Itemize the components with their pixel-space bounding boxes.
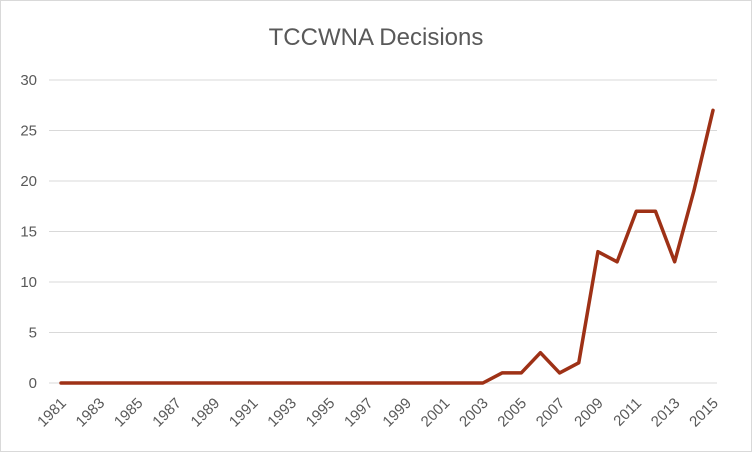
y-tick-label: 0 <box>29 375 37 392</box>
data-point <box>366 381 370 385</box>
data-point <box>347 381 350 385</box>
x-tick-label: 2015 <box>686 395 722 431</box>
y-tick-label: 30 <box>20 72 37 89</box>
data-point <box>289 381 293 385</box>
data-point <box>385 381 389 385</box>
data-point <box>443 381 446 385</box>
data-point <box>558 371 561 375</box>
data-point <box>251 381 254 385</box>
data-point <box>328 381 331 385</box>
data-point <box>692 189 696 193</box>
y-tick-label: 20 <box>20 173 37 190</box>
chart-title: TCCWNA Decisions <box>269 24 484 51</box>
data-point <box>174 381 178 385</box>
data-point <box>615 260 619 263</box>
data-point <box>539 351 542 354</box>
x-tick-label: 1987 <box>149 395 185 431</box>
data-point <box>635 210 638 213</box>
x-tick-label: 1997 <box>341 395 377 431</box>
x-tick-label: 1993 <box>264 395 300 431</box>
data-point <box>711 109 715 112</box>
data-point <box>520 371 523 375</box>
data-point <box>500 371 504 375</box>
data-point <box>59 381 63 385</box>
x-tick-label: 2003 <box>456 395 492 431</box>
x-tick-label: 1991 <box>226 395 262 431</box>
series-line <box>59 108 715 385</box>
data-point <box>136 381 139 385</box>
x-tick-label: 1985 <box>111 395 147 431</box>
x-tick-label: 1999 <box>379 395 415 431</box>
x-tick-label: 1989 <box>188 395 224 431</box>
data-point <box>194 381 197 385</box>
data-point <box>155 381 159 385</box>
y-tick-label: 5 <box>29 325 37 342</box>
data-point <box>270 381 274 385</box>
data-point <box>309 381 312 385</box>
data-point <box>596 250 600 253</box>
x-tick-label: 1981 <box>34 395 70 431</box>
data-point <box>481 381 485 385</box>
x-tick-label: 2011 <box>610 395 645 430</box>
x-tick-label: 2007 <box>533 395 569 431</box>
data-point <box>577 361 580 364</box>
data-point <box>98 381 101 385</box>
x-tick-label: 2009 <box>571 395 607 431</box>
gridlines <box>49 79 717 384</box>
data-point <box>232 381 235 385</box>
x-tick-label: 1995 <box>303 395 339 431</box>
y-tick-label: 10 <box>20 274 37 291</box>
y-tick-label: 25 <box>20 123 37 140</box>
x-axis-ticks: 1981 1983 1985 1987 1989 1991 1993 1995 1997 1999… <box>34 395 722 431</box>
x-tick-label: 2013 <box>648 395 684 431</box>
data-point <box>213 381 216 385</box>
data-point <box>117 381 120 385</box>
data-point <box>654 210 657 213</box>
data-point <box>673 260 676 263</box>
y-tick-label: 15 <box>20 224 37 241</box>
data-point <box>462 381 465 385</box>
x-tick-label: 1983 <box>73 395 109 431</box>
data-point <box>404 381 408 385</box>
data-point <box>78 381 82 385</box>
data-point <box>424 381 427 385</box>
y-axis-ticks: 0 5 10 15 20 25 30 <box>20 72 37 392</box>
series-group <box>59 108 715 385</box>
x-tick-label: 2005 <box>494 395 530 431</box>
x-tick-label: 2001 <box>418 395 454 431</box>
